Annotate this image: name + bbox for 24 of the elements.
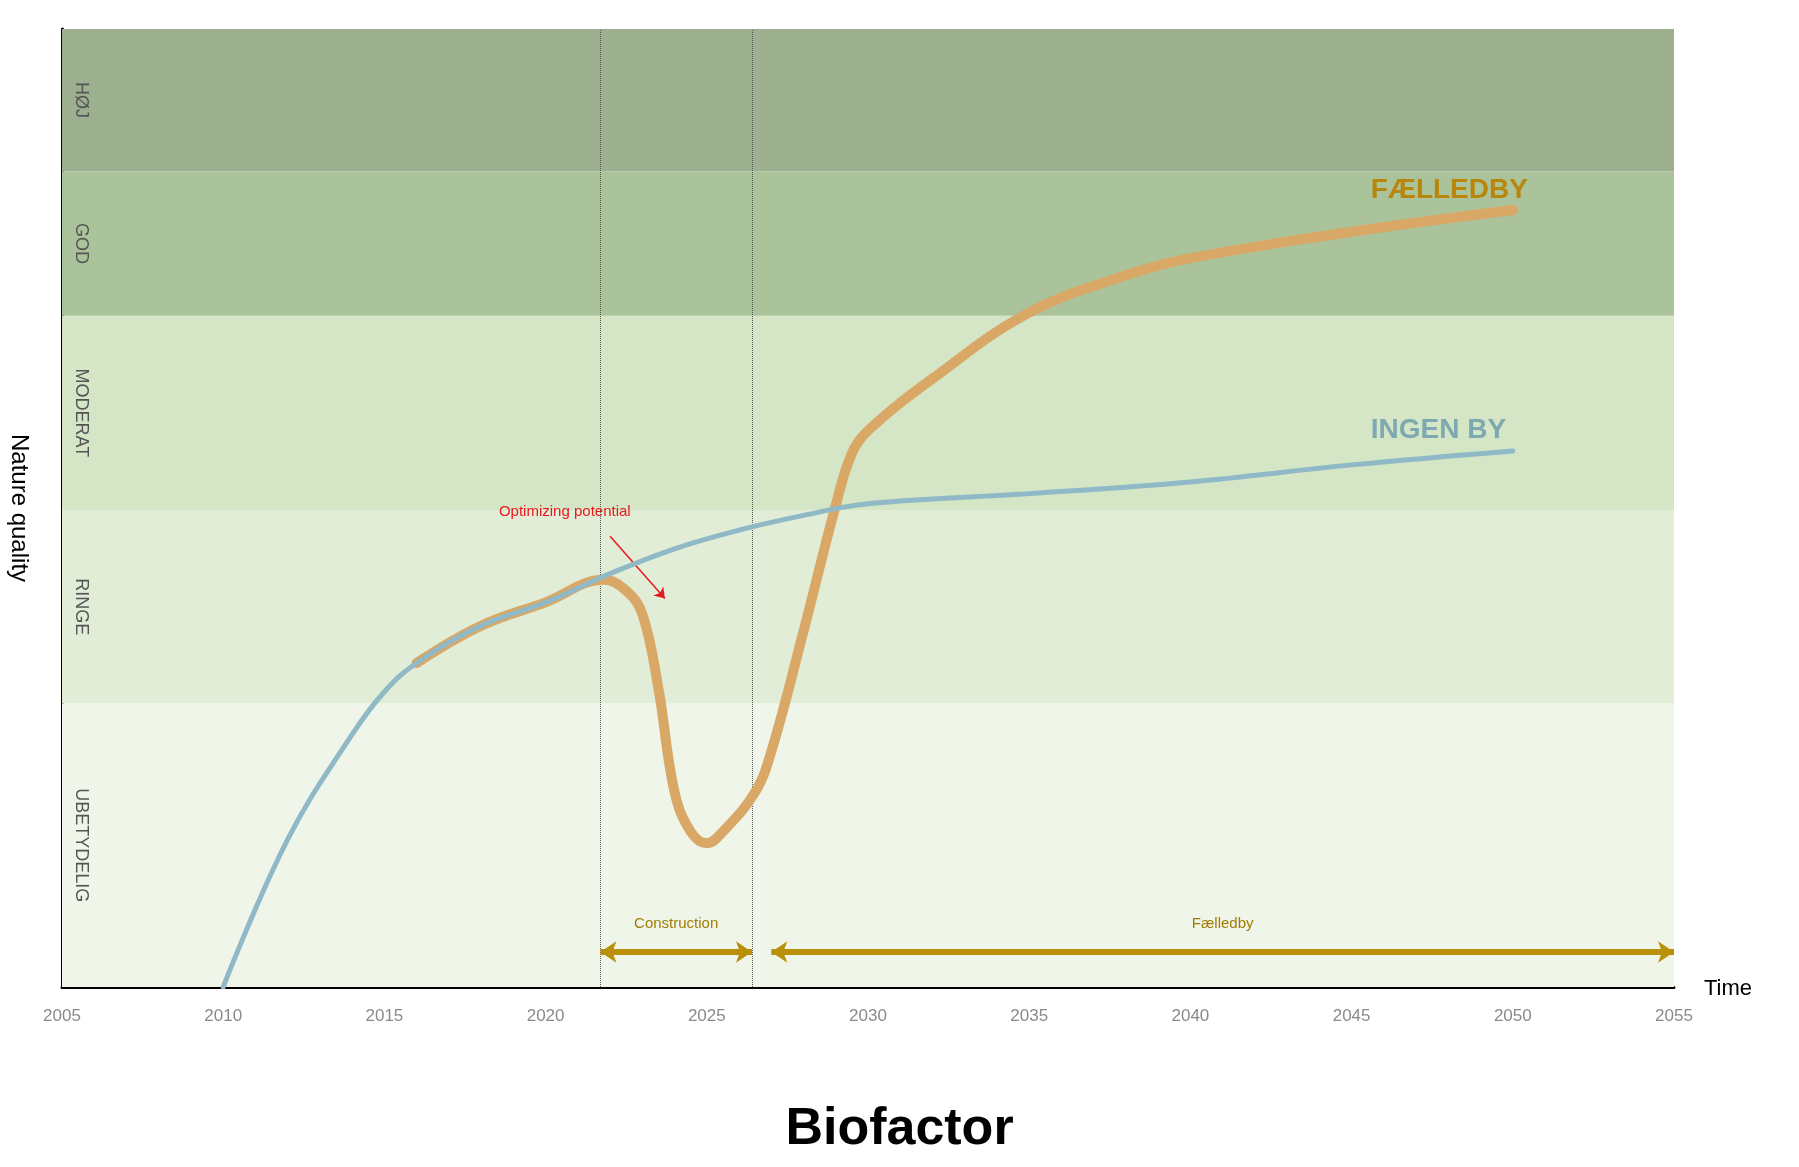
x-tick-label: 2020 bbox=[526, 1006, 565, 1025]
x-tick-label: 2015 bbox=[365, 1006, 404, 1025]
text: Biofactor bbox=[785, 1097, 1014, 1155]
band-label: MODERAT bbox=[72, 368, 92, 458]
x-tick-label: 2040 bbox=[1171, 1006, 1210, 1025]
series-label: INGEN BY bbox=[1370, 413, 1507, 445]
band-label: HØJ bbox=[72, 82, 92, 119]
annotation: Construction bbox=[634, 914, 719, 932]
x-tick-label: 2005 bbox=[43, 1006, 81, 1025]
x-tick-label: 2045 bbox=[1332, 1006, 1371, 1025]
annotation: Optimizing potential bbox=[498, 501, 631, 519]
band-label: GOD bbox=[72, 222, 92, 264]
x-tick-label: 2035 bbox=[1010, 1006, 1049, 1025]
x-tick-label: 2050 bbox=[1493, 1006, 1532, 1025]
x-tick-label: 2030 bbox=[849, 1006, 887, 1025]
x-axis-title: Time bbox=[1704, 974, 1753, 1000]
x-tick-label: 2025 bbox=[687, 1006, 726, 1025]
annotation: Fælledby bbox=[1191, 914, 1254, 932]
band-label: UBETYDELIG bbox=[72, 788, 92, 903]
y-axis-title: Nature quality bbox=[6, 433, 34, 583]
band-label: RINGE bbox=[72, 578, 92, 636]
x-tick-label: 2010 bbox=[204, 1006, 243, 1025]
series-label: FÆLLEDBY bbox=[1370, 172, 1529, 204]
x-tick-label: 2055 bbox=[1655, 1006, 1693, 1025]
